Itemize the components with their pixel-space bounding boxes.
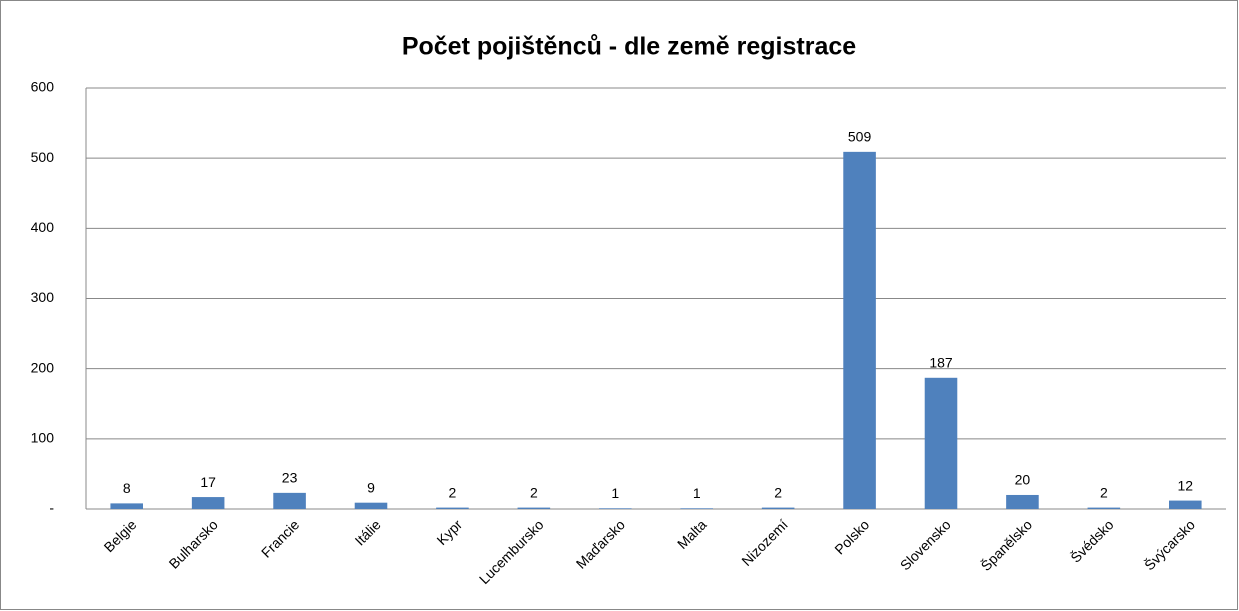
y-tick-label: 400 <box>31 219 55 235</box>
bar <box>1006 494 1039 509</box>
bar <box>1087 507 1121 509</box>
y-tick-label: 500 <box>31 149 55 165</box>
bar <box>1169 500 1202 509</box>
data-label: 1 <box>693 485 701 501</box>
data-label: 2 <box>774 484 782 500</box>
y-tick-label: 200 <box>31 359 55 375</box>
bar <box>599 508 632 509</box>
y-tick-label: 600 <box>31 79 55 95</box>
bar <box>191 497 225 509</box>
y-tick-label: - <box>49 500 54 516</box>
data-label: 17 <box>200 474 216 490</box>
bar <box>761 507 795 509</box>
data-label: 23 <box>282 470 298 486</box>
bar <box>354 502 388 509</box>
bar <box>517 507 551 509</box>
data-label: 9 <box>367 479 375 495</box>
bar <box>436 507 469 509</box>
bar <box>924 377 958 509</box>
bar <box>110 503 143 509</box>
data-label: 2 <box>449 484 457 500</box>
data-label: 1 <box>611 485 619 501</box>
data-label: 20 <box>1015 472 1031 488</box>
bar <box>273 492 306 509</box>
bar <box>680 508 713 509</box>
y-tick-label: 100 <box>31 430 55 446</box>
bar <box>843 151 876 509</box>
data-label: 509 <box>848 129 872 145</box>
chart-title: Počet pojištěnců - dle země registrace <box>402 33 856 61</box>
data-label: 8 <box>123 480 131 496</box>
y-tick-label: 300 <box>31 289 55 305</box>
data-label: 2 <box>1100 484 1108 500</box>
data-label: 2 <box>530 484 538 500</box>
data-label: 187 <box>929 354 953 370</box>
data-label: 12 <box>1177 477 1193 493</box>
